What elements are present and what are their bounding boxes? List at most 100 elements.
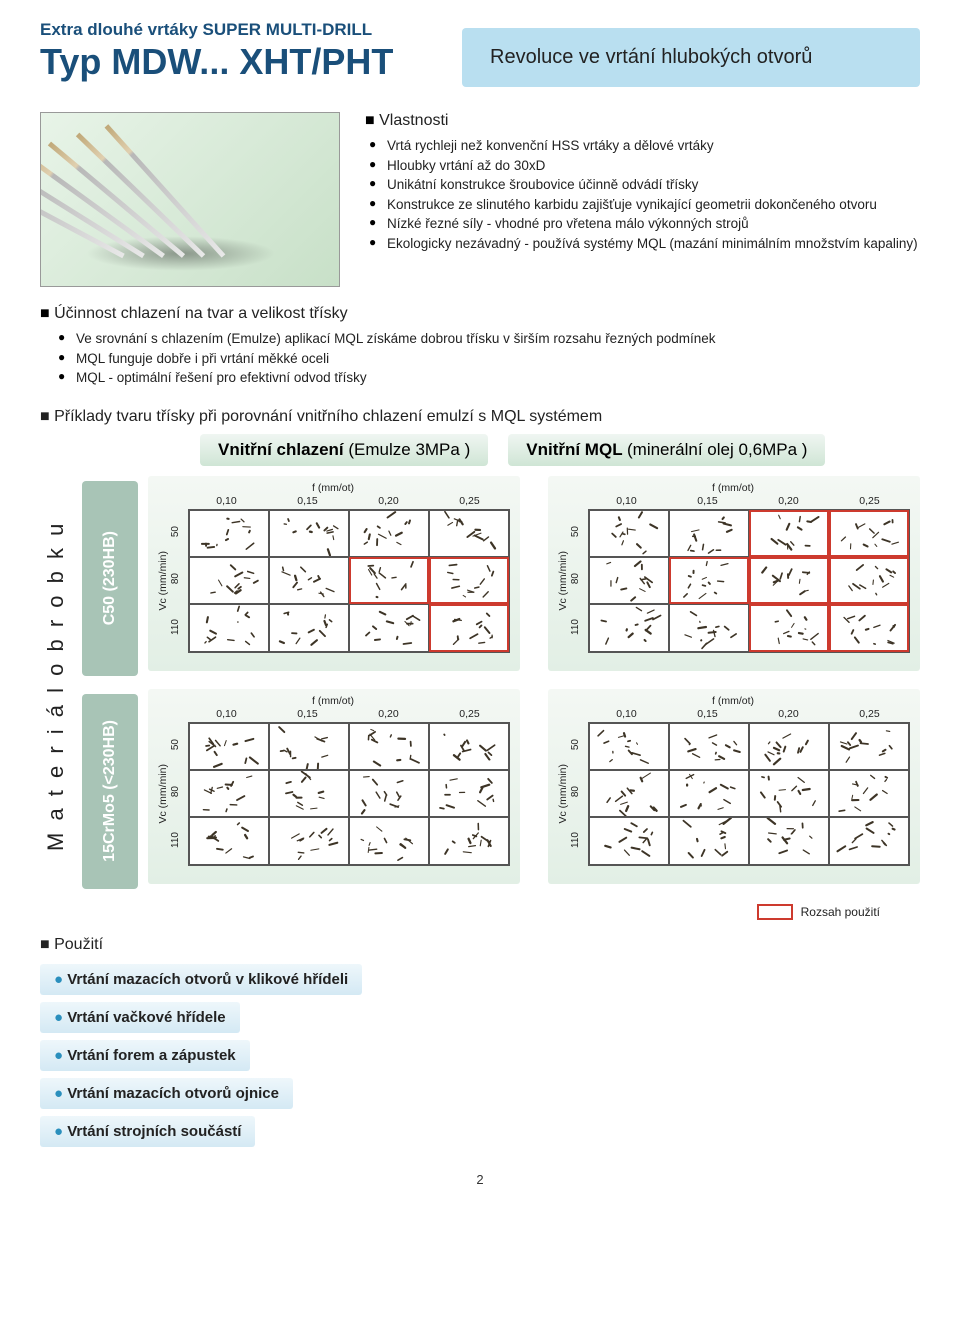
- chip-cell: [429, 510, 509, 557]
- cooling-item: Ve srovnání s chlazením (Emulze) aplikac…: [58, 329, 920, 349]
- chip-cell: [669, 557, 749, 604]
- chart-right-bottom: f (mm/ot)0,100,150,200,25Vc (mm/min)5080…: [548, 689, 920, 884]
- chip-cell: [429, 770, 509, 817]
- chip-cell: [429, 557, 509, 604]
- header-row: Extra dlouhé vrtáky SUPER MULTI-DRILL Ty…: [40, 20, 920, 87]
- chip-cell: [749, 604, 829, 651]
- applications-heading: Použití: [40, 936, 920, 954]
- feature-item: Nízké řezné síly - vhodné pro vřetena má…: [369, 214, 920, 234]
- chip-cell: [269, 604, 349, 651]
- chip-cell: [349, 723, 429, 770]
- title-sub: (minerální olej 0,6MPa ): [627, 440, 807, 459]
- cooling-heading: Účinnost chlazení na tvar a velikost tří…: [40, 305, 920, 323]
- chip-cell: [349, 817, 429, 864]
- title-main: Vnitřní chlazení: [218, 440, 344, 459]
- cooling-item: MQL - optimální řešení pro efektivní odv…: [58, 368, 920, 388]
- features-heading: Vlastnosti: [365, 112, 920, 130]
- chip-cell: [669, 510, 749, 557]
- chip-cell: [189, 557, 269, 604]
- page-number: 2: [40, 1172, 920, 1187]
- chip-cell: [669, 817, 749, 864]
- chip-cell: [829, 770, 909, 817]
- material-badges: C50 (230HB) 15CrMo5 (<230HB): [82, 481, 138, 896]
- header-left: Extra dlouhé vrtáky SUPER MULTI-DRILL Ty…: [40, 20, 442, 82]
- chip-cell: [269, 510, 349, 557]
- feature-item: Vrtá rychleji než konvenční HSS vrtáky a…: [369, 136, 920, 156]
- product-image: [40, 112, 340, 287]
- chip-cell: [749, 510, 829, 557]
- chip-cell: [269, 770, 349, 817]
- chip-cell: [429, 604, 509, 651]
- features-block: Vlastnosti Vrtá rychleji než konvenční H…: [365, 112, 920, 287]
- applications-list: Vrtání mazacích otvorů v klikové hřídeli…: [40, 964, 920, 1154]
- cooling-item: MQL funguje dobře i při vrtání měkké oce…: [58, 349, 920, 369]
- cooling-list: Ve srovnání s chlazením (Emulze) aplikac…: [40, 329, 920, 388]
- chip-cell: [189, 604, 269, 651]
- chip-cell: [349, 510, 429, 557]
- chip-cell: [589, 817, 669, 864]
- features-list: Vrtá rychleji než konvenční HSS vrtáky a…: [365, 136, 920, 253]
- chip-cell: [429, 817, 509, 864]
- chip-cell: [349, 770, 429, 817]
- chip-cell: [669, 770, 749, 817]
- legend: Rozsah použití: [40, 904, 880, 920]
- material-badge: 15CrMo5 (<230HB): [82, 694, 138, 889]
- product-title-big: Typ MDW... XHT/PHT: [40, 42, 442, 82]
- chart-grids: f (mm/ot)0,100,150,200,25Vc (mm/min)5080…: [148, 476, 920, 896]
- charts-area: M a t e r i á l o b r o b k u C50 (230HB…: [40, 476, 920, 896]
- chip-cell: [349, 557, 429, 604]
- feature-item: Unikátní konstrukce šroubovice účinně od…: [369, 175, 920, 195]
- title-main: Vnitřní MQL: [526, 440, 622, 459]
- application-item: Vrtání forem a zápustek: [40, 1040, 250, 1071]
- legend-label: Rozsah použití: [801, 905, 880, 919]
- chip-cell: [749, 723, 829, 770]
- chip-cell: [589, 770, 669, 817]
- chip-cell: [429, 723, 509, 770]
- chip-cell: [669, 604, 749, 651]
- chip-cell: [189, 723, 269, 770]
- chart-left-bottom: f (mm/ot)0,100,150,200,25Vc (mm/min)5080…: [148, 689, 520, 884]
- subtitle-box: Revoluce ve vrtání hlubokých otvorů: [462, 28, 920, 87]
- chip-cell: [269, 723, 349, 770]
- comparison-title-right: Vnitřní MQL (minerální olej 0,6MPa ): [508, 434, 825, 466]
- product-title-small: Extra dlouhé vrtáky SUPER MULTI-DRILL: [40, 20, 442, 40]
- chip-cell: [269, 817, 349, 864]
- chip-cell: [189, 510, 269, 557]
- comparison-titles: Vnitřní chlazení (Emulze 3MPa ) Vnitřní …: [200, 434, 920, 466]
- intro-row: Vlastnosti Vrtá rychleji než konvenční H…: [40, 112, 920, 287]
- chip-cell: [589, 604, 669, 651]
- chip-cell: [829, 510, 909, 557]
- comparison-heading: Příklady tvaru třísky při porovnání vnit…: [40, 408, 920, 426]
- feature-item: Konstrukce ze slinutého karbidu zajišťuj…: [369, 195, 920, 215]
- material-badge: C50 (230HB): [82, 481, 138, 676]
- chip-cell: [589, 723, 669, 770]
- feature-item: Ekologicky nezávadný - používá systémy M…: [369, 234, 920, 254]
- chip-cell: [189, 770, 269, 817]
- chip-cell: [749, 557, 829, 604]
- chip-cell: [829, 723, 909, 770]
- comparison-title-left: Vnitřní chlazení (Emulze 3MPa ): [200, 434, 488, 466]
- chart-right-top: f (mm/ot)0,100,150,200,25Vc (mm/min)5080…: [548, 476, 920, 671]
- chart-left-top: f (mm/ot)0,100,150,200,25Vc (mm/min)5080…: [148, 476, 520, 671]
- chip-cell: [589, 557, 669, 604]
- legend-swatch: [757, 904, 793, 920]
- applications-section: Použití Vrtání mazacích otvorů v klikové…: [40, 936, 920, 1154]
- chip-cell: [829, 557, 909, 604]
- title-sub: (Emulze 3MPa ): [348, 440, 470, 459]
- chip-cell: [749, 770, 829, 817]
- comparison-section: Příklady tvaru třísky při porovnání vnit…: [40, 408, 920, 920]
- chip-cell: [589, 510, 669, 557]
- application-item: Vrtání mazacích otvorů ojnice: [40, 1078, 293, 1109]
- chip-cell: [829, 817, 909, 864]
- application-item: Vrtání mazacích otvorů v klikové hřídeli: [40, 964, 362, 995]
- feature-item: Hloubky vrtání až do 30xD: [369, 156, 920, 176]
- chip-cell: [349, 604, 429, 651]
- chip-cell: [829, 604, 909, 651]
- cooling-block: Účinnost chlazení na tvar a velikost tří…: [40, 305, 920, 388]
- chip-cell: [749, 817, 829, 864]
- chip-cell: [269, 557, 349, 604]
- application-item: Vrtání vačkové hřídele: [40, 1002, 240, 1033]
- chip-cell: [189, 817, 269, 864]
- application-item: Vrtání strojních součástí: [40, 1116, 255, 1147]
- material-axis-label: M a t e r i á l o b r o b k u: [40, 476, 72, 896]
